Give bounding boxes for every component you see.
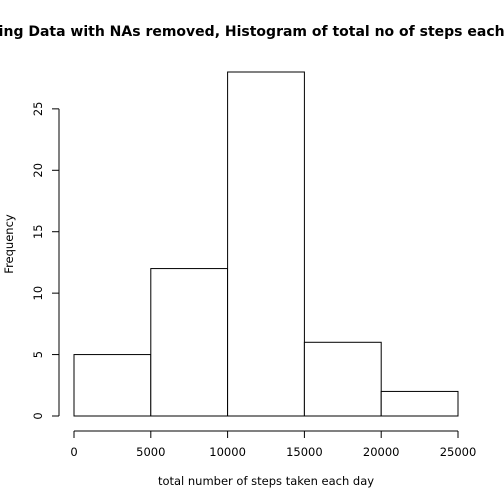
x-axis: 0 5000 10000 15000 20000 25000 xyxy=(70,430,477,459)
x-tick-label: 10000 xyxy=(209,445,246,459)
x-tick-label: 5000 xyxy=(136,445,165,459)
histogram-bars xyxy=(73,71,459,417)
histogram-bar xyxy=(150,268,229,417)
y-tick-label: 15 xyxy=(31,224,45,239)
chart-title: using Data with NAs removed, Histogram o… xyxy=(0,24,504,40)
y-tick-label: 10 xyxy=(31,286,45,301)
x-tick-label: 25000 xyxy=(440,445,477,459)
y-tick-label: 25 xyxy=(31,102,45,117)
y-axis: 0 5 10 15 20 25 xyxy=(31,102,60,420)
x-tick-label: 20000 xyxy=(363,445,400,459)
histogram-bar xyxy=(303,341,382,417)
histogram-bar xyxy=(227,71,305,417)
x-axis-label: total number of steps taken each day xyxy=(158,474,374,488)
histogram-bar xyxy=(73,354,152,417)
x-tick-label: 0 xyxy=(70,445,77,459)
y-tick-label: 5 xyxy=(31,351,45,358)
y-axis-label: Frequency xyxy=(2,214,16,274)
y-tick-label: 0 xyxy=(31,412,45,419)
y-tick-label: 20 xyxy=(31,163,45,178)
histogram-bar xyxy=(380,390,459,417)
x-tick-label: 15000 xyxy=(286,445,323,459)
